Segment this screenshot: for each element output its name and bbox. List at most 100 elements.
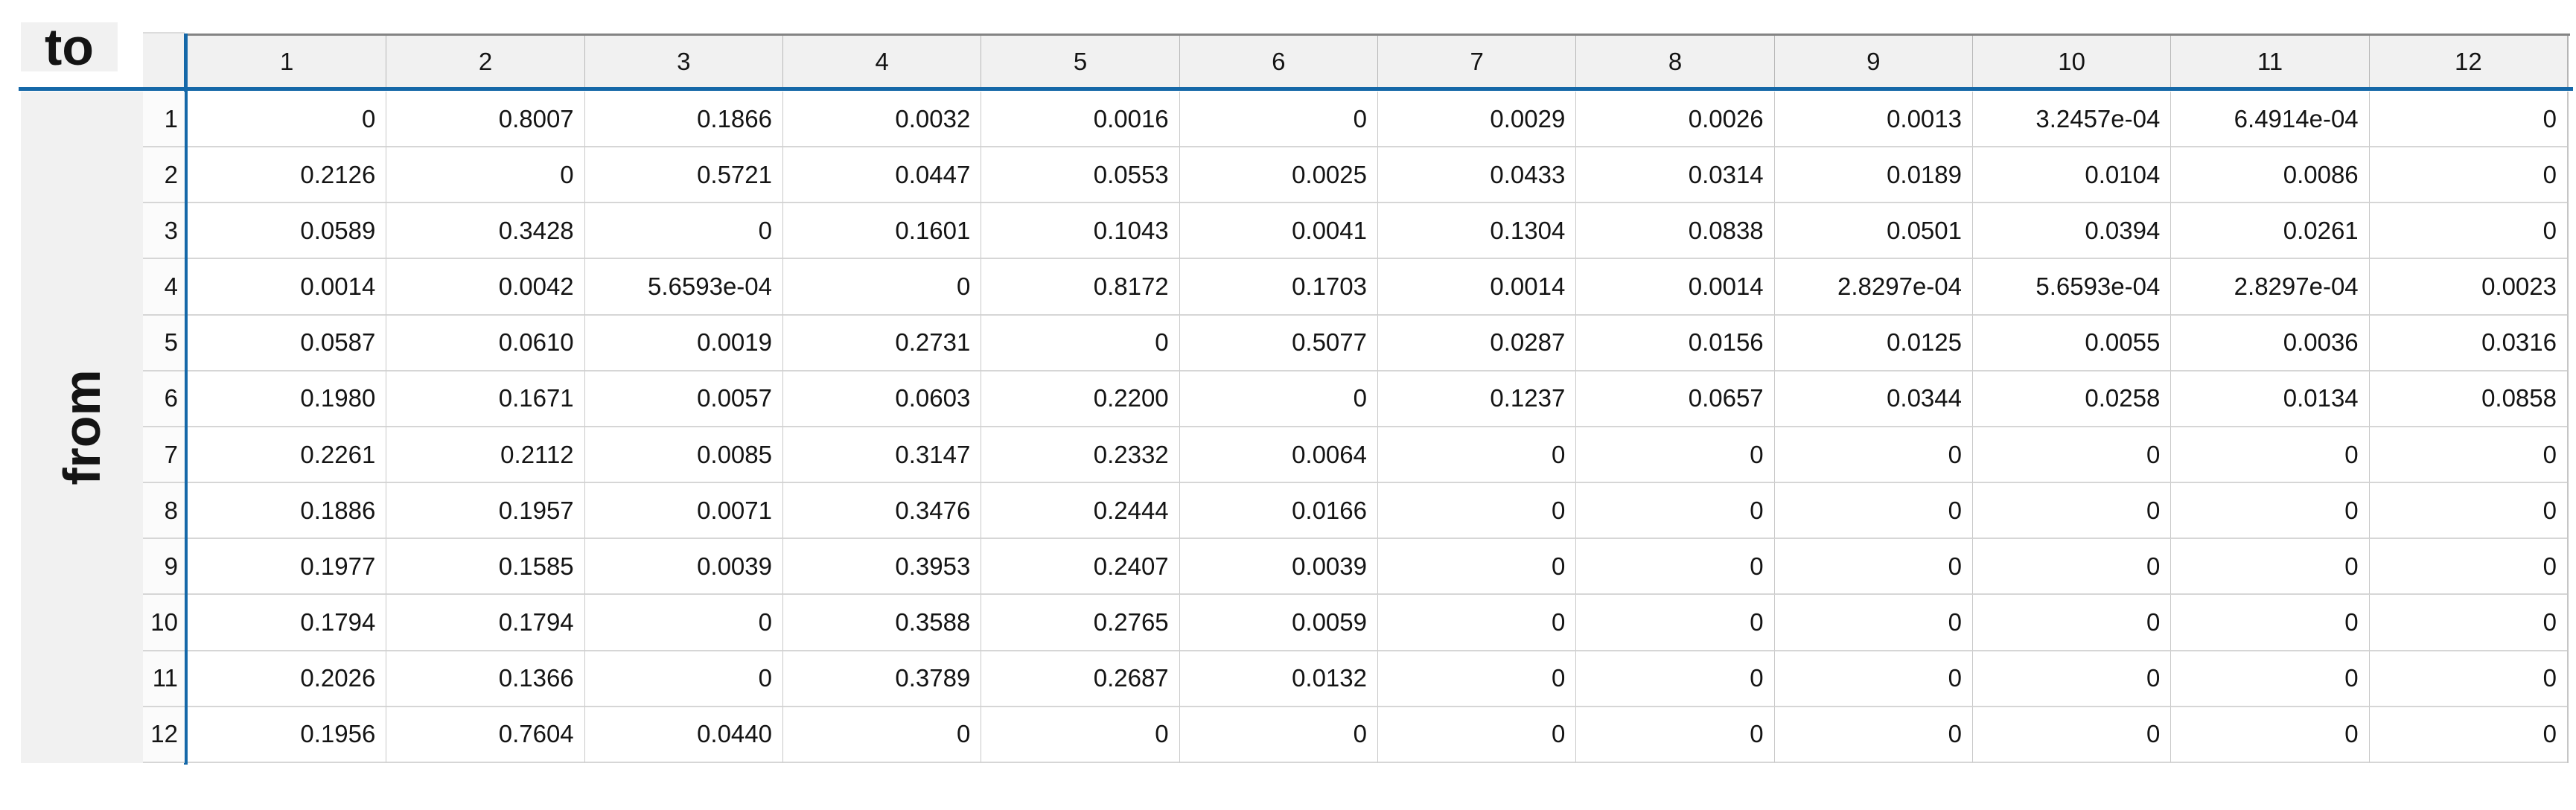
cell-r8-c11[interactable]: 0	[2170, 483, 2369, 540]
cell-r6-c1[interactable]: 0.1980	[188, 371, 386, 427]
cell-r6-c8[interactable]: 0.0657	[1575, 371, 1774, 427]
cell-r11-c7[interactable]: 0	[1377, 651, 1576, 707]
cell-r7-c1[interactable]: 0.2261	[188, 427, 386, 484]
cell-r12-c8[interactable]: 0	[1575, 707, 1774, 763]
cell-r4-c7[interactable]: 0.0014	[1377, 259, 1576, 316]
cell-r6-c4[interactable]: 0.0603	[782, 371, 981, 427]
cell-r8-c4[interactable]: 0.3476	[782, 483, 981, 540]
cell-r9-c10[interactable]: 0	[1972, 539, 2171, 596]
cell-r12-c11[interactable]: 0	[2170, 707, 2369, 763]
cell-r12-c1[interactable]: 0.1956	[188, 707, 386, 763]
cell-r3-c7[interactable]: 0.1304	[1377, 203, 1576, 260]
cell-r12-c3[interactable]: 0.0440	[584, 707, 782, 763]
cell-r11-c6[interactable]: 0.0132	[1179, 651, 1377, 707]
cell-r9-c6[interactable]: 0.0039	[1179, 539, 1377, 596]
cell-r6-c7[interactable]: 0.1237	[1377, 371, 1576, 427]
cell-r9-c5[interactable]: 0.2407	[981, 539, 1179, 596]
cell-r8-c5[interactable]: 0.2444	[981, 483, 1179, 540]
cell-r7-c8[interactable]: 0	[1575, 427, 1774, 484]
cell-r1-c6[interactable]: 0	[1179, 92, 1377, 148]
cell-r7-c7[interactable]: 0	[1377, 427, 1576, 484]
cell-r12-c9[interactable]: 0	[1773, 707, 1972, 763]
cell-r5-c2[interactable]: 0.0610	[386, 315, 584, 371]
cell-r11-c3[interactable]: 0	[584, 651, 782, 707]
cell-r4-c10[interactable]: 5.6593e-04	[1972, 259, 2171, 316]
cell-r12-c7[interactable]: 0	[1377, 707, 1576, 763]
cell-r10-c9[interactable]: 0	[1773, 595, 1972, 651]
cell-r10-c10[interactable]: 0	[1972, 595, 2171, 651]
cell-r1-c5[interactable]: 0.0016	[981, 92, 1179, 148]
cell-r9-c2[interactable]: 0.1585	[386, 539, 584, 596]
cell-r1-c10[interactable]: 3.2457e-04	[1972, 92, 2171, 148]
cell-r10-c8[interactable]: 0	[1575, 595, 1774, 651]
cell-r3-c2[interactable]: 0.3428	[386, 203, 584, 260]
cell-r3-c4[interactable]: 0.1601	[782, 203, 981, 260]
cell-r7-c3[interactable]: 0.0085	[584, 427, 782, 484]
cell-r10-c6[interactable]: 0.0059	[1179, 595, 1377, 651]
cell-r12-c10[interactable]: 0	[1972, 707, 2171, 763]
cell-r4-c5[interactable]: 0.8172	[981, 259, 1179, 316]
cell-r7-c4[interactable]: 0.3147	[782, 427, 981, 484]
cell-r8-c7[interactable]: 0	[1377, 483, 1576, 540]
cell-r11-c4[interactable]: 0.3789	[782, 651, 981, 707]
cell-r2-c1[interactable]: 0.2126	[188, 147, 386, 204]
cell-r5-c9[interactable]: 0.0125	[1773, 315, 1972, 371]
cell-r6-c10[interactable]: 0.0258	[1972, 371, 2171, 427]
cell-r8-c10[interactable]: 0	[1972, 483, 2171, 540]
cell-r12-c5[interactable]: 0	[981, 707, 1179, 763]
cell-r5-c11[interactable]: 0.0036	[2170, 315, 2369, 371]
cell-r10-c2[interactable]: 0.1794	[386, 595, 584, 651]
cell-r5-c1[interactable]: 0.0587	[188, 315, 386, 371]
cell-r4-c8[interactable]: 0.0014	[1575, 259, 1774, 316]
cell-r2-c12[interactable]: 0	[2368, 147, 2567, 204]
cell-r10-c11[interactable]: 0	[2170, 595, 2369, 651]
cell-r3-c6[interactable]: 0.0041	[1179, 203, 1377, 260]
cell-r3-c10[interactable]: 0.0394	[1972, 203, 2171, 260]
cell-r9-c1[interactable]: 0.1977	[188, 539, 386, 596]
cell-r2-c11[interactable]: 0.0086	[2170, 147, 2369, 204]
cell-r4-c2[interactable]: 0.0042	[386, 259, 584, 316]
cell-r4-c9[interactable]: 2.8297e-04	[1773, 259, 1972, 316]
cell-r1-c8[interactable]: 0.0026	[1575, 92, 1774, 148]
cell-r11-c1[interactable]: 0.2026	[188, 651, 386, 707]
cell-r2-c2[interactable]: 0	[386, 147, 584, 204]
cell-r7-c10[interactable]: 0	[1972, 427, 2171, 484]
cell-r5-c8[interactable]: 0.0156	[1575, 315, 1774, 371]
cell-r2-c6[interactable]: 0.0025	[1179, 147, 1377, 204]
cell-r3-c3[interactable]: 0	[584, 203, 782, 260]
cell-r10-c1[interactable]: 0.1794	[188, 595, 386, 651]
cell-r9-c11[interactable]: 0	[2170, 539, 2369, 596]
cell-r2-c9[interactable]: 0.0189	[1773, 147, 1972, 204]
cell-r11-c8[interactable]: 0	[1575, 651, 1774, 707]
cell-r10-c12[interactable]: 0	[2368, 595, 2567, 651]
cell-r1-c12[interactable]: 0	[2368, 92, 2567, 148]
cell-r3-c5[interactable]: 0.1043	[981, 203, 1179, 260]
cell-r7-c9[interactable]: 0	[1773, 427, 1972, 484]
cell-r2-c3[interactable]: 0.5721	[584, 147, 782, 204]
cell-r12-c4[interactable]: 0	[782, 707, 981, 763]
cell-r6-c12[interactable]: 0.0858	[2368, 371, 2567, 427]
cell-r5-c5[interactable]: 0	[981, 315, 1179, 371]
cell-r5-c4[interactable]: 0.2731	[782, 315, 981, 371]
cell-r8-c1[interactable]: 0.1886	[188, 483, 386, 540]
cell-r9-c8[interactable]: 0	[1575, 539, 1774, 596]
cell-r10-c3[interactable]: 0	[584, 595, 782, 651]
cell-r3-c12[interactable]: 0	[2368, 203, 2567, 260]
cell-r3-c9[interactable]: 0.0501	[1773, 203, 1972, 260]
cell-r6-c5[interactable]: 0.2200	[981, 371, 1179, 427]
cell-r1-c1[interactable]: 0	[188, 92, 386, 148]
cell-r7-c2[interactable]: 0.2112	[386, 427, 584, 484]
cell-r9-c9[interactable]: 0	[1773, 539, 1972, 596]
cell-r6-c11[interactable]: 0.0134	[2170, 371, 2369, 427]
cell-r1-c11[interactable]: 6.4914e-04	[2170, 92, 2369, 148]
cell-r7-c5[interactable]: 0.2332	[981, 427, 1179, 484]
cell-r4-c12[interactable]: 0.0023	[2368, 259, 2567, 316]
cell-r2-c7[interactable]: 0.0433	[1377, 147, 1576, 204]
cell-r8-c2[interactable]: 0.1957	[386, 483, 584, 540]
cell-r1-c3[interactable]: 0.1866	[584, 92, 782, 148]
cell-r1-c4[interactable]: 0.0032	[782, 92, 981, 148]
cell-r12-c6[interactable]: 0	[1179, 707, 1377, 763]
cell-r5-c10[interactable]: 0.0055	[1972, 315, 2171, 371]
cell-r6-c9[interactable]: 0.0344	[1773, 371, 1972, 427]
cell-r11-c10[interactable]: 0	[1972, 651, 2171, 707]
